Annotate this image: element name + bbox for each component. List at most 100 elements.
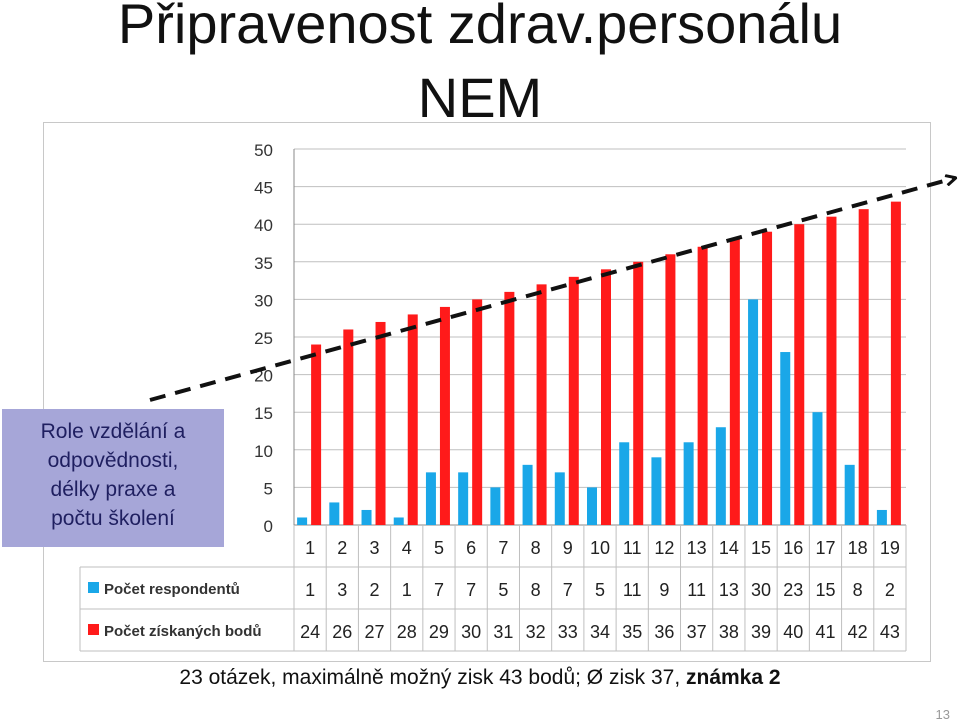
x-tick-label: 2 [337, 538, 347, 558]
bar-points [858, 209, 869, 525]
bar-respondents [297, 517, 308, 525]
data-label: 40 [783, 622, 803, 642]
data-label: 9 [659, 580, 669, 600]
x-tick-label: 10 [590, 538, 610, 558]
bar-points [633, 261, 644, 525]
data-label: 36 [654, 622, 674, 642]
data-label: 38 [719, 622, 739, 642]
data-label: 34 [590, 622, 610, 642]
page-number: 13 [935, 707, 950, 722]
data-label: 31 [493, 622, 513, 642]
y-tick-label: 50 [254, 141, 273, 160]
bar-respondents [780, 352, 791, 525]
data-label: 1 [402, 580, 412, 600]
x-tick-label: 19 [880, 538, 900, 558]
data-label: 8 [531, 580, 541, 600]
y-tick-label: 25 [254, 329, 273, 348]
bar-points [407, 314, 418, 525]
data-label: 13 [719, 580, 739, 600]
y-tick-label: 20 [254, 367, 273, 386]
footer-summary: 23 otázek, maximálně možný zisk 43 bodů;… [0, 666, 960, 690]
bar-points [536, 284, 547, 525]
bar-points [439, 306, 450, 525]
x-tick-label: 13 [687, 538, 707, 558]
legend-label: Počet získaných bodů [104, 623, 262, 640]
x-tick-label: 1 [305, 538, 315, 558]
data-label: 39 [751, 622, 771, 642]
x-tick-label: 16 [783, 538, 803, 558]
x-tick-label: 9 [563, 538, 573, 558]
bar-respondents [458, 472, 469, 525]
data-label: 42 [848, 622, 868, 642]
data-label: 23 [783, 580, 803, 600]
bar-points [343, 329, 354, 525]
data-label: 8 [853, 580, 863, 600]
x-tick-label: 8 [531, 538, 541, 558]
x-tick-label: 4 [402, 538, 412, 558]
y-tick-label: 10 [254, 442, 273, 461]
bar-points [601, 269, 611, 525]
legend-label: Počet respondentů [104, 581, 240, 598]
data-label: 41 [815, 622, 835, 642]
x-tick-label: 6 [466, 538, 476, 558]
bar-respondents [651, 457, 662, 525]
data-label: 43 [880, 622, 900, 642]
data-label: 2 [885, 580, 895, 600]
data-label: 37 [687, 622, 707, 642]
bar-respondents [425, 472, 436, 525]
data-label: 7 [466, 580, 476, 600]
bar-respondents [522, 464, 533, 525]
bar-respondents [876, 509, 887, 525]
bar-points [504, 291, 515, 525]
x-tick-label: 5 [434, 538, 444, 558]
data-label: 29 [429, 622, 449, 642]
bar-respondents [812, 412, 823, 525]
data-label: 7 [563, 580, 573, 600]
data-label: 5 [498, 580, 508, 600]
data-label: 11 [623, 580, 642, 600]
y-tick-label: 0 [264, 517, 273, 536]
bar-respondents [683, 442, 694, 525]
legend-swatch [88, 624, 99, 635]
x-tick-label: 15 [751, 538, 771, 558]
callout-line: odpovědnosti, [47, 449, 179, 472]
bar-points [794, 224, 805, 525]
data-label: 3 [337, 580, 347, 600]
bar-respondents [844, 464, 855, 525]
y-tick-label: 15 [254, 404, 273, 423]
data-label: 27 [365, 622, 385, 642]
bar-respondents [619, 442, 630, 525]
bar-points [472, 299, 483, 525]
data-label: 24 [300, 622, 320, 642]
bar-respondents [748, 299, 759, 525]
bar-points [375, 321, 386, 525]
bar-respondents [393, 517, 404, 525]
data-label: 7 [434, 580, 444, 600]
data-label: 28 [397, 622, 417, 642]
bar-points [762, 231, 773, 525]
bar-respondents [715, 427, 726, 525]
bar-respondents [361, 509, 372, 525]
y-tick-label: 30 [254, 291, 273, 310]
data-label: 26 [332, 622, 352, 642]
bar-respondents [554, 472, 565, 525]
data-label: 5 [595, 580, 605, 600]
y-tick-label: 40 [254, 216, 273, 235]
slide-title-line1: Připravenost zdrav.personálu [117, 0, 843, 55]
x-tick-label: 7 [498, 538, 508, 558]
slide-title-line2: NEM [417, 66, 543, 129]
x-tick-label: 11 [623, 538, 642, 558]
footer-grade: známka 2 [686, 666, 781, 689]
callout-line: délky praxe a [50, 478, 176, 501]
data-label: 1 [305, 580, 315, 600]
bar-points [568, 276, 579, 525]
callout-box: Role vzdělání a odpovědnosti, délky prax… [2, 409, 224, 547]
bar-respondents [329, 502, 340, 525]
y-tick-label: 35 [254, 254, 273, 273]
data-label: 33 [558, 622, 578, 642]
bar-points [697, 246, 708, 525]
y-tick-label: 5 [264, 479, 273, 498]
callout-line: počtu školení [51, 507, 175, 530]
bar-points [729, 239, 740, 525]
